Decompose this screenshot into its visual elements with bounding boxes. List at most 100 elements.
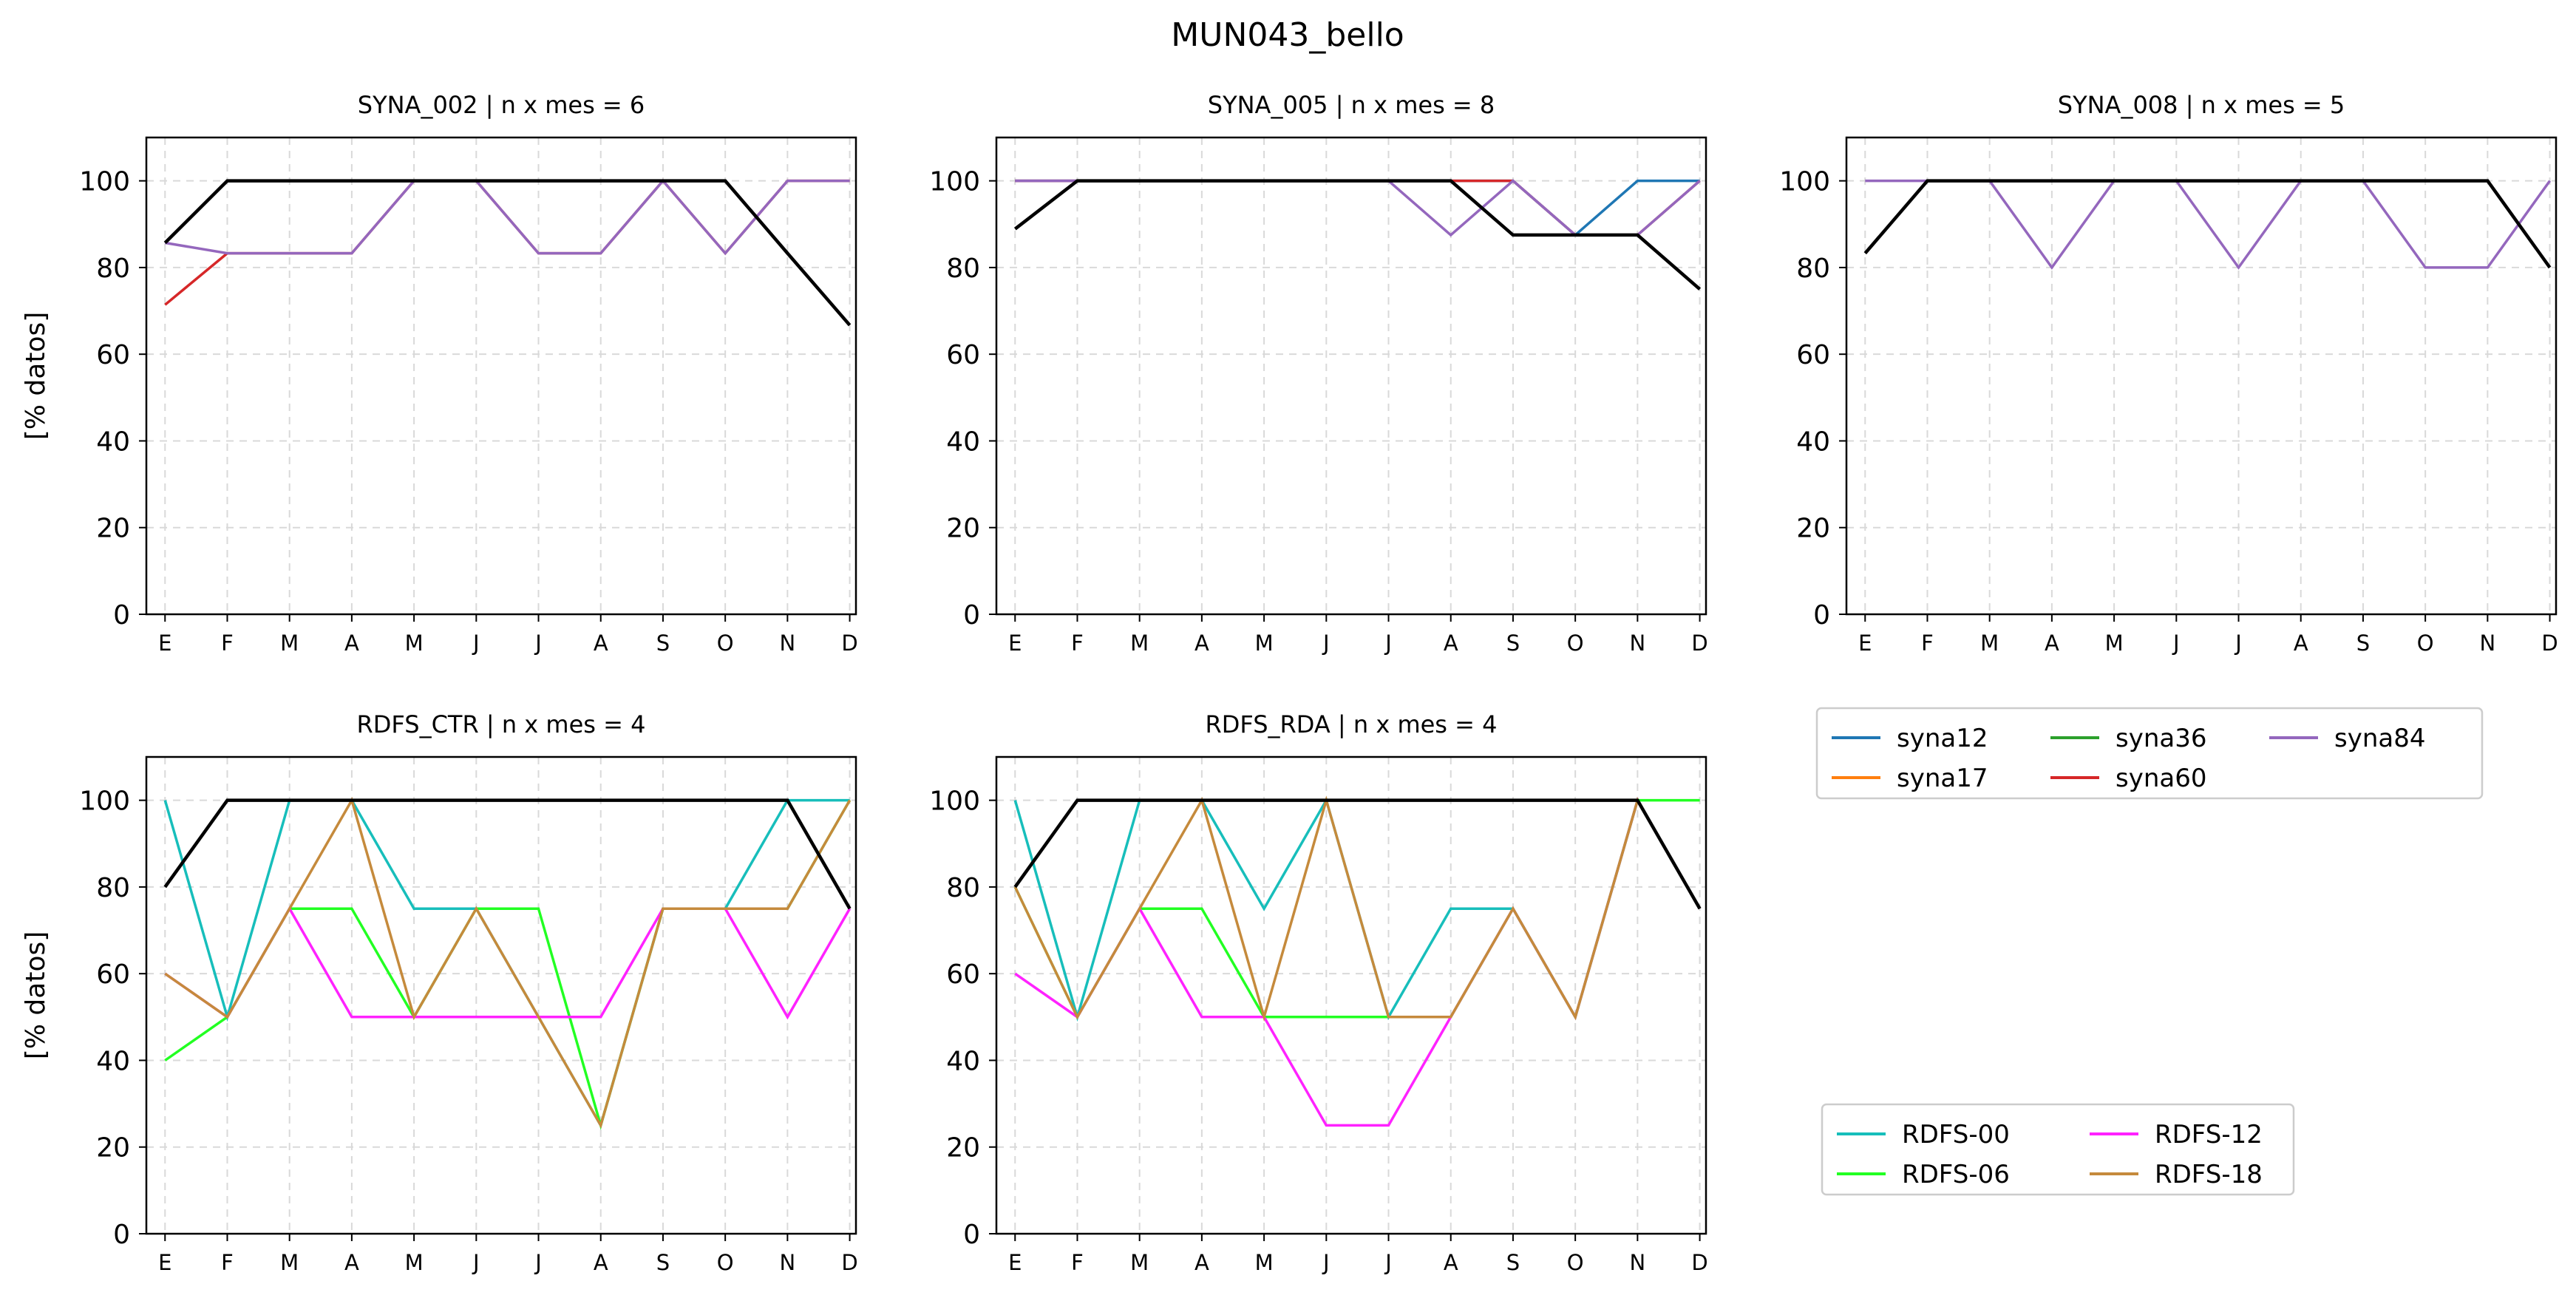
series-line-syna12 (1015, 179, 1700, 237)
y-tick-label: 60 (946, 959, 980, 990)
x-tick-label: A (1194, 1250, 1209, 1275)
x-tick-label: M (1130, 1250, 1149, 1275)
legends: syna12syna17syna36syna60syna84RDFS-00RDF… (1815, 707, 2484, 1196)
x-tick-label: E (158, 631, 171, 656)
series-line-reference (1013, 798, 1702, 910)
axes-frame (1845, 136, 2558, 616)
x-tick-label: E (1008, 631, 1022, 656)
x-tick-label: J (2172, 631, 2180, 656)
legend-box (1821, 1103, 2295, 1196)
legend-label-syna84: syna84 (2334, 724, 2425, 753)
x-tick-label: A (344, 631, 359, 656)
y-tick-label: 100 (1779, 167, 1830, 197)
subplot-title: SYNA_008 | n x mes = 5 (2058, 91, 2345, 119)
series-line-syna60 (164, 178, 850, 306)
series-line-syna60 (1015, 179, 1701, 237)
y-tick-label: 0 (113, 600, 130, 631)
x-tick-label: F (221, 631, 234, 656)
x-tick-label: E (1008, 1250, 1022, 1275)
y-axis-label: [% datos] (21, 931, 51, 1060)
x-tick-label: D (841, 631, 857, 656)
x-tick-label: D (1691, 1250, 1707, 1275)
y-tick-label: 80 (946, 873, 980, 903)
y-tick-label: 60 (96, 340, 130, 370)
x-tick-label: S (656, 1250, 670, 1275)
y-tick-label: 40 (96, 427, 130, 457)
y-tick-label: 80 (946, 254, 980, 284)
series-line-syna84 (1865, 179, 2552, 270)
y-tick-label: 60 (96, 959, 130, 990)
x-tick-label: F (221, 1250, 234, 1275)
x-tick-label: N (780, 631, 796, 656)
series-line-syna84 (165, 178, 850, 256)
series-line-reference (163, 179, 852, 327)
legend-label-syna60: syna60 (2115, 764, 2206, 793)
series-line-reference (163, 798, 852, 910)
y-tick-label: 0 (1813, 600, 1830, 631)
axes-frame (145, 755, 857, 1235)
legend-1: syna12 syna17 syna36 syna60 syna84 (1815, 707, 2484, 800)
axes-frame (995, 136, 1707, 616)
legend-box (1815, 707, 2484, 800)
x-tick-label: A (2294, 631, 2308, 656)
subplot-title: SYNA_002 | n x mes = 6 (358, 91, 645, 119)
legend-2: RDFS-00 RDFS-06 RDFS-12 RDFS-18 (1821, 1103, 2295, 1196)
legend-label-syna36: syna36 (2115, 724, 2206, 753)
x-tick-label: O (1567, 631, 1584, 656)
x-tick-label: A (594, 1250, 608, 1275)
series-line-reference (1013, 179, 1702, 291)
x-tick-label: O (717, 631, 734, 656)
legend-label-RDFS-00: RDFS-00 (1902, 1120, 2010, 1149)
subplot-5: E F M A M J J A S O N D 0 20 40 60 80 100 RDFS_RDA | n x m… (929, 710, 1707, 1275)
x-tick-label: J (1384, 1250, 1392, 1275)
x-tick-label: S (2356, 631, 2370, 656)
subplot-2: E F M A M J J A S O N D 0 20 40 60 80 100 SYNA_005 | n x m… (929, 91, 1707, 656)
x-tick-label: F (1921, 631, 1934, 656)
y-tick-label: 20 (1796, 514, 1830, 544)
subplot-4: E F M A M J J A S O N D 0 20 40 60 80 100 RDFS_CTR | n x m… (21, 710, 858, 1275)
y-tick-label: 0 (963, 600, 980, 631)
y-tick-label: 60 (946, 340, 980, 370)
legend-label-RDFS-18: RDFS-18 (2155, 1160, 2263, 1189)
series-line-RDFS-18 (1013, 795, 1702, 1022)
x-tick-label: M (2105, 631, 2124, 656)
legend-label-syna12: syna12 (1897, 724, 1988, 753)
y-tick-label: 20 (946, 514, 980, 544)
x-tick-label: F (1071, 1250, 1084, 1275)
x-tick-label: F (1071, 631, 1084, 656)
x-tick-label: S (1506, 1250, 1520, 1275)
y-tick-label: 20 (946, 1133, 980, 1164)
series-line-reference (1863, 179, 2552, 269)
x-tick-label: A (344, 1250, 359, 1275)
x-tick-label: M (280, 1250, 299, 1275)
y-tick-label: 80 (1796, 254, 1830, 284)
y-tick-label: 100 (929, 787, 980, 817)
axes-frame (995, 755, 1707, 1235)
x-tick-label: N (780, 1250, 796, 1275)
subplot-title: RDFS_RDA | n x mes = 4 (1206, 710, 1498, 738)
x-tick-label: O (2417, 631, 2434, 656)
y-tick-label: 40 (946, 427, 980, 457)
y-tick-label: 60 (1796, 340, 1830, 370)
x-tick-label: M (405, 631, 424, 656)
x-tick-label: M (1255, 1250, 1274, 1275)
x-tick-label: J (1322, 1250, 1330, 1275)
x-tick-label: S (1506, 631, 1520, 656)
x-tick-label: S (656, 631, 670, 656)
y-tick-label: 0 (113, 1220, 130, 1250)
subplot-title: SYNA_005 | n x mes = 8 (1208, 91, 1495, 119)
y-tick-label: 80 (96, 873, 130, 903)
subplot-title: RDFS_CTR | n x mes = 4 (357, 710, 646, 738)
y-tick-label: 20 (96, 514, 130, 544)
y-tick-label: 40 (1796, 427, 1830, 457)
y-tick-label: 20 (96, 1133, 130, 1164)
subplot-1: E F M A M J J A S O N D 0 20 40 60 80 100 SYNA_002 | n x m… (21, 91, 858, 656)
series-line-RDFS-18 (164, 797, 852, 1129)
x-tick-label: A (2045, 631, 2059, 656)
x-tick-label: J (472, 631, 480, 656)
legend-label-syna17: syna17 (1897, 764, 1988, 793)
x-tick-label: D (841, 1250, 857, 1275)
x-tick-label: M (1255, 631, 1274, 656)
x-tick-label: D (2541, 631, 2558, 656)
